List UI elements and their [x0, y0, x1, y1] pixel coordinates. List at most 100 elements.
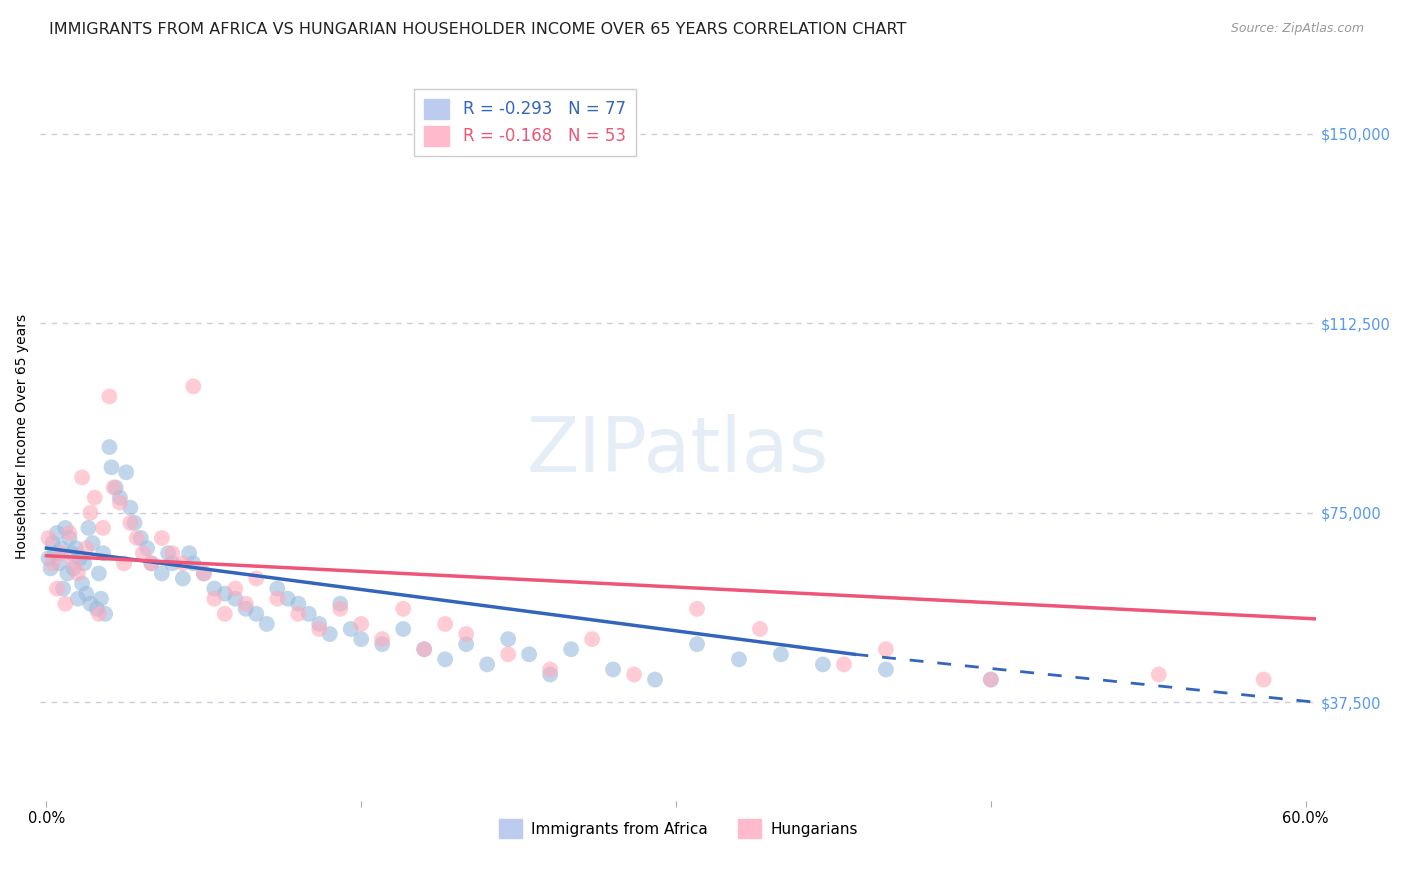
Point	[39, 561, 62, 575]
Point	[339, 622, 361, 636]
Point	[73, 557, 96, 571]
Point	[193, 566, 215, 581]
Point	[538, 663, 561, 677]
Point	[104, 481, 127, 495]
Point	[172, 557, 194, 571]
Point	[214, 607, 236, 621]
Point	[308, 617, 330, 632]
Point	[41, 536, 63, 550]
Point	[82, 536, 104, 550]
Point	[108, 491, 131, 505]
Point	[77, 521, 100, 535]
Point	[49, 546, 72, 560]
Point	[517, 648, 540, 662]
Point	[456, 627, 478, 641]
Point	[245, 572, 267, 586]
Point	[44, 546, 66, 560]
Point	[235, 602, 257, 616]
Point	[70, 470, 93, 484]
Point	[45, 582, 67, 596]
Point	[875, 642, 897, 657]
Point	[120, 500, 142, 515]
Point	[60, 546, 83, 560]
Point	[115, 466, 138, 480]
Point	[98, 389, 121, 403]
Point	[91, 521, 114, 535]
Point	[308, 622, 330, 636]
Point	[266, 582, 288, 596]
Point	[413, 642, 436, 657]
Point	[103, 481, 125, 495]
Point	[749, 622, 772, 636]
Point	[86, 602, 108, 616]
Point	[120, 516, 142, 530]
Point	[162, 546, 184, 560]
Point	[202, 591, 225, 606]
Point	[581, 632, 603, 647]
Point	[56, 566, 79, 581]
Point	[287, 607, 309, 621]
Point	[350, 632, 373, 647]
Point	[150, 531, 173, 545]
Point	[456, 637, 478, 651]
Point	[75, 541, 97, 556]
Point	[193, 566, 215, 581]
Point	[769, 648, 792, 662]
Point	[496, 632, 519, 647]
Point	[52, 582, 75, 596]
Point	[37, 551, 59, 566]
Point	[87, 607, 110, 621]
Point	[980, 673, 1002, 687]
Point	[602, 663, 624, 677]
Point	[141, 557, 163, 571]
Point	[644, 673, 666, 687]
Point	[69, 551, 91, 566]
Point	[87, 566, 110, 581]
Point	[980, 673, 1002, 687]
Point	[224, 591, 246, 606]
Point	[277, 591, 299, 606]
Point	[1253, 673, 1275, 687]
Point	[79, 597, 101, 611]
Point	[66, 566, 89, 581]
Point	[214, 587, 236, 601]
Y-axis label: Householder Income Over 65 years: Householder Income Over 65 years	[15, 314, 30, 559]
Point	[224, 582, 246, 596]
Point	[1147, 667, 1170, 681]
Point	[172, 572, 194, 586]
Point	[53, 521, 76, 535]
Point	[90, 591, 112, 606]
Point	[132, 546, 155, 560]
Point	[329, 602, 352, 616]
Point	[70, 576, 93, 591]
Point	[298, 607, 321, 621]
Point	[329, 597, 352, 611]
Point	[287, 597, 309, 611]
Point	[125, 531, 148, 545]
Point	[728, 652, 751, 666]
Point	[58, 531, 80, 545]
Point	[560, 642, 582, 657]
Point	[79, 506, 101, 520]
Point	[162, 557, 184, 571]
Text: ZIPatlas: ZIPatlas	[527, 415, 830, 489]
Point	[98, 440, 121, 454]
Point	[150, 566, 173, 581]
Point	[875, 663, 897, 677]
Point	[245, 607, 267, 621]
Point	[136, 541, 159, 556]
Point	[475, 657, 498, 672]
Text: IMMIGRANTS FROM AFRICA VS HUNGARIAN HOUSEHOLDER INCOME OVER 65 YEARS CORRELATION: IMMIGRANTS FROM AFRICA VS HUNGARIAN HOUS…	[49, 22, 907, 37]
Point	[434, 617, 457, 632]
Point	[686, 602, 709, 616]
Legend: Immigrants from Africa, Hungarians: Immigrants from Africa, Hungarians	[492, 814, 863, 844]
Point	[319, 627, 342, 641]
Point	[62, 561, 84, 575]
Point	[686, 637, 709, 651]
Point	[496, 648, 519, 662]
Point	[256, 617, 278, 632]
Point	[538, 667, 561, 681]
Point	[811, 657, 834, 672]
Point	[45, 526, 67, 541]
Point	[181, 557, 204, 571]
